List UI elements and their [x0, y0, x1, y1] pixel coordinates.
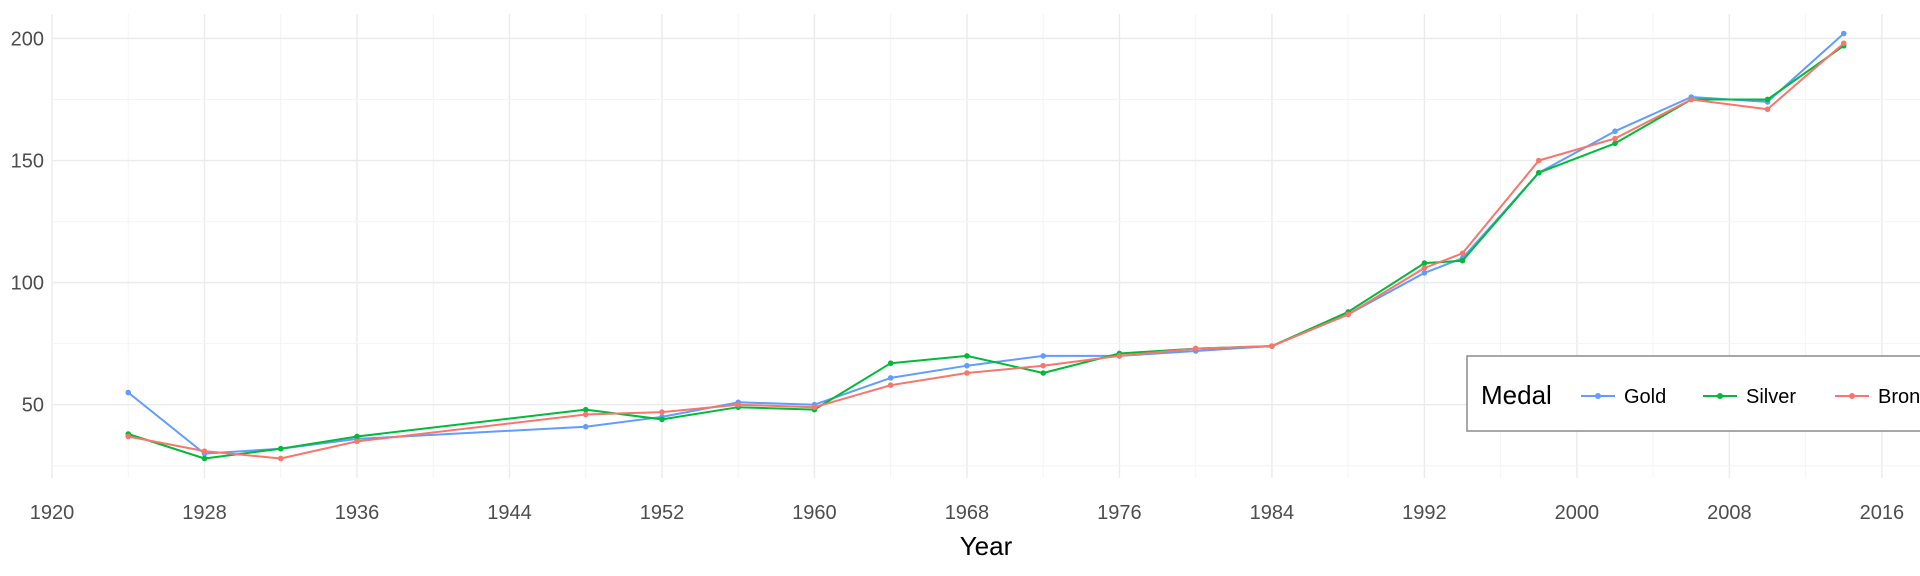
legend-item-bronze: Bronze	[1835, 386, 1920, 408]
x-tick-label: 1936	[335, 502, 380, 524]
data-point-gold	[1040, 353, 1046, 359]
data-point-bronze	[1535, 157, 1542, 164]
data-point-gold	[1612, 128, 1618, 135]
data-point-bronze	[1459, 250, 1466, 257]
x-axis-tick-labels: 1920 1928 1936 1944 1952 1960 1968 1976 1984 1992…	[30, 502, 1904, 524]
legend-title: Medal	[1481, 380, 1552, 410]
data-point-gold	[1421, 270, 1428, 276]
series-line-gold	[127, 32, 1845, 455]
data-point-bronze	[735, 401, 742, 408]
data-point-bronze	[1192, 345, 1199, 352]
legend-box	[1466, 355, 1920, 432]
series-line-silver	[127, 44, 1845, 460]
data-point-silver	[964, 353, 970, 359]
x-tick-label: 2000	[1555, 502, 1600, 524]
data-point-silver	[277, 445, 284, 452]
data-point-bronze	[277, 455, 284, 462]
data-point-bronze	[1688, 96, 1695, 103]
data-point-silver	[354, 433, 360, 440]
legend-key-point	[1849, 393, 1855, 399]
data-point-bronze	[1764, 106, 1771, 113]
data-point-bronze	[811, 404, 818, 410]
x-tick-label: 1968	[945, 502, 990, 524]
data-point-bronze	[125, 433, 132, 440]
data-point-gold	[1840, 30, 1847, 37]
data-point-silver	[1040, 370, 1046, 376]
data-point-gold	[125, 389, 132, 396]
data-point-bronze	[659, 409, 665, 415]
x-tick-label: 1984	[1250, 502, 1295, 524]
data-point-bronze	[1421, 265, 1428, 271]
x-tick-label: 2016	[1860, 502, 1905, 524]
legend: Medal Gold Silver Bronze	[1466, 355, 1920, 432]
legend-key-point	[1717, 393, 1723, 399]
data-point-silver	[1612, 140, 1618, 147]
legend-items: Gold Silver Bronze	[1581, 386, 1920, 408]
legend-label-gold: Gold	[1624, 386, 1666, 408]
data-point-silver	[582, 406, 589, 413]
x-tick-label: 2008	[1707, 502, 1752, 524]
data-point-bronze	[887, 382, 894, 389]
data-point-silver	[1764, 96, 1771, 103]
x-tick-label: 1960	[792, 502, 837, 524]
legend-item-gold: Gold	[1581, 386, 1666, 408]
data-point-silver	[659, 416, 665, 423]
legend-item-silver: Silver	[1703, 386, 1796, 408]
data-point-silver	[1459, 257, 1466, 264]
series-bronze	[125, 40, 1847, 462]
data-point-silver	[887, 360, 894, 367]
data-point-bronze	[1040, 362, 1046, 369]
legend-label-silver: Silver	[1746, 386, 1796, 408]
y-tick-label: 150	[11, 151, 44, 173]
y-axis-tick-labels: 50 100 150 200	[11, 28, 44, 416]
legend-label-bronze: Bronze	[1878, 386, 1920, 408]
x-tick-label: 1976	[1097, 502, 1142, 524]
data-point-bronze	[1612, 135, 1618, 142]
x-tick-label: 1992	[1402, 502, 1447, 524]
x-axis-title: Year	[960, 531, 1013, 561]
data-point-bronze	[1269, 343, 1275, 349]
x-tick-label: 1920	[30, 502, 75, 524]
legend-key-point	[1595, 393, 1601, 399]
x-tick-label: 1952	[640, 502, 685, 524]
data-point-bronze	[1345, 311, 1351, 318]
data-point-gold	[887, 375, 894, 381]
y-tick-label: 50	[22, 395, 44, 417]
data-point-gold	[964, 362, 970, 369]
data-point-bronze	[964, 370, 970, 376]
data-point-silver	[1535, 169, 1542, 176]
data-point-bronze	[354, 438, 360, 445]
data-point-gold	[582, 423, 589, 430]
data-point-bronze	[201, 448, 208, 454]
x-tick-label: 1928	[182, 502, 227, 524]
x-tick-label: 1944	[487, 502, 532, 524]
y-tick-label: 100	[11, 273, 44, 295]
data-point-bronze	[1840, 40, 1847, 47]
data-point-bronze	[582, 411, 589, 418]
data-point-silver	[201, 455, 208, 462]
data-point-bronze	[1116, 353, 1123, 359]
y-tick-label: 200	[11, 28, 44, 50]
series-line-bronze	[128, 42, 1845, 460]
series-lines	[125, 30, 1847, 462]
data-point-silver	[1421, 260, 1428, 266]
